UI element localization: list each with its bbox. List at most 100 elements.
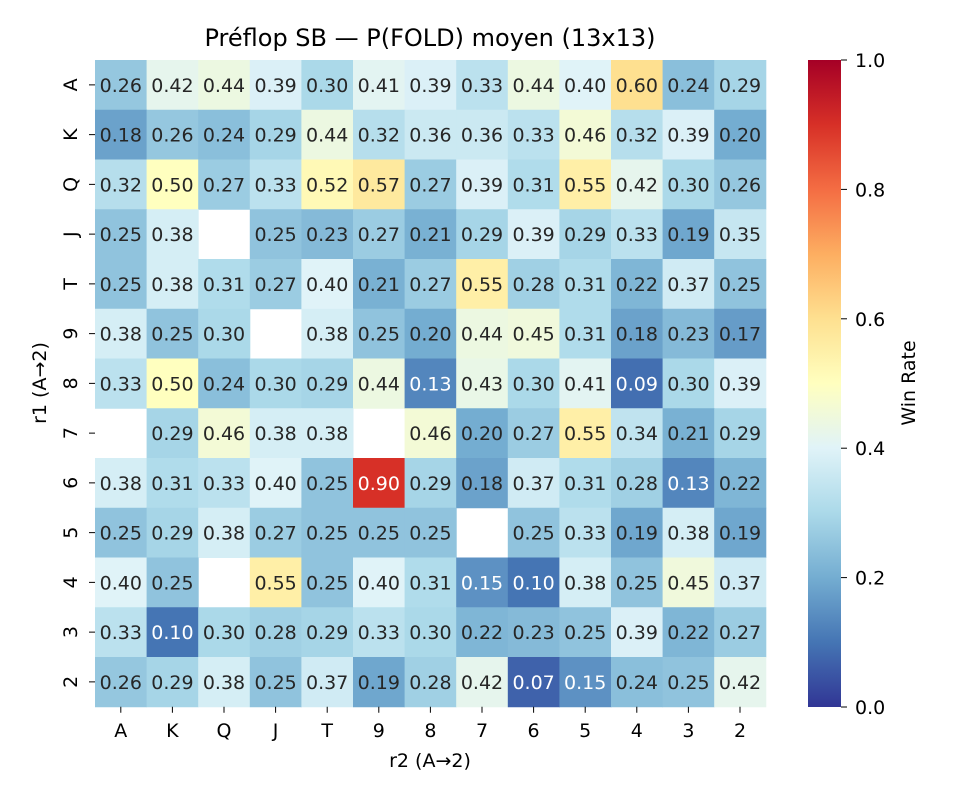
y-tick-label: 9	[60, 328, 82, 340]
heatmap-cell	[301, 408, 354, 459]
heatmap-cell	[456, 259, 509, 310]
cell-value-label: 0.31	[409, 572, 451, 594]
cell-value-label: 0.10	[512, 572, 554, 594]
heatmap-cell	[507, 209, 560, 260]
heatmap-cell	[662, 109, 715, 160]
heatmap-cell	[301, 657, 354, 708]
cell-value-label: 0.19	[616, 523, 658, 545]
cell-value-label: 0.32	[616, 125, 658, 147]
heatmap-cells: 0.26 0.42 0.44 0.39 0.30 0.41 0.39 0.33 0.44 0.40…	[95, 60, 767, 708]
heatmap-cell	[404, 159, 457, 210]
cell-value-label: 0.25	[306, 572, 348, 594]
cell-value-label: 0.32	[100, 174, 142, 196]
cell-value-label: 0.13	[667, 473, 709, 495]
cell-value-label: 0.33	[461, 75, 503, 97]
cell-value-label: 0.18	[616, 324, 658, 346]
heatmap-cell	[507, 308, 560, 359]
cell-value-label: 0.30	[667, 373, 709, 395]
heatmap-cell	[559, 657, 612, 708]
heatmap-cell	[456, 109, 509, 160]
cell-value-label: 0.38	[306, 423, 348, 445]
cell-value-label: 0.19	[358, 672, 400, 694]
heatmap-cell	[249, 557, 302, 608]
heatmap-cell	[198, 308, 251, 359]
heatmap-cell	[353, 458, 406, 509]
cell-value-label: 0.39	[461, 174, 503, 196]
cell-value-label: 0.29	[409, 473, 451, 495]
cell-value-label: 0.28	[512, 274, 554, 296]
cell-value-label: 0.25	[306, 473, 348, 495]
heatmap-cell	[146, 109, 199, 160]
cell-value-label: 0.36	[461, 125, 503, 147]
heatmap-cell	[611, 109, 664, 160]
heatmap-cell	[249, 109, 302, 160]
cell-value-label: 0.38	[203, 523, 245, 545]
cell-value-label: 0.27	[512, 423, 554, 445]
heatmap-cell	[662, 557, 715, 608]
cell-value-label: 0.07	[512, 672, 554, 694]
cell-value-label: 0.25	[358, 523, 400, 545]
cell-value-label: 0.46	[409, 423, 451, 445]
cell-value-label: 0.30	[409, 622, 451, 644]
heatmap-cell	[714, 458, 767, 509]
cell-value-label: 0.21	[667, 423, 709, 445]
cell-value-label: 0.39	[667, 125, 709, 147]
cell-value-label: 0.25	[358, 324, 400, 346]
cell-value-label: 0.29	[719, 423, 761, 445]
heatmap-cell	[249, 259, 302, 310]
heatmap-cell	[146, 557, 199, 608]
cell-value-label: 0.25	[151, 572, 193, 594]
cell-value-label: 0.26	[151, 125, 193, 147]
heatmap-cell	[611, 358, 664, 409]
heatmap-cell	[95, 209, 148, 260]
heatmap-cell	[95, 109, 148, 160]
cell-value-label: 0.30	[203, 622, 245, 644]
y-tick-label: Q	[60, 177, 82, 192]
cell-value-label: 0.27	[409, 274, 451, 296]
cell-value-label: 0.25	[409, 523, 451, 545]
chart-title: Préflop SB — P(FOLD) moyen (13x13)	[204, 24, 655, 52]
y-tick-label: 4	[60, 576, 82, 588]
x-tick-label: T	[320, 720, 333, 742]
y-axis-label: r1 (A→2)	[29, 342, 51, 424]
heatmap-cell	[662, 458, 715, 509]
heatmap-cell	[146, 358, 199, 409]
heatmap-cell	[456, 607, 509, 658]
cell-value-label: 0.25	[100, 224, 142, 246]
heatmap-cell	[146, 657, 199, 708]
heatmap-cell	[198, 358, 251, 409]
y-tick-label: 2	[60, 676, 82, 688]
cell-value-label: 0.29	[306, 373, 348, 395]
heatmap-cell	[301, 259, 354, 310]
heatmap-cell	[353, 159, 406, 210]
x-tick-label: 5	[579, 720, 591, 742]
x-tick-label: K	[166, 720, 179, 742]
heatmap-cell	[611, 657, 664, 708]
cell-value-label: 0.44	[512, 75, 554, 97]
heatmap-cell	[301, 209, 354, 260]
cell-value-label: 0.21	[358, 274, 400, 296]
x-tick-label: 6	[528, 720, 540, 742]
heatmap-cell	[507, 458, 560, 509]
cell-value-label: 0.25	[616, 572, 658, 594]
heatmap-cell	[611, 408, 664, 459]
heatmap-cell	[507, 657, 560, 708]
heatmap-cell	[507, 109, 560, 160]
cell-value-label: 0.26	[719, 174, 761, 196]
heatmap-cell	[456, 458, 509, 509]
cell-value-label: 0.41	[358, 75, 400, 97]
heatmap-cell	[404, 358, 457, 409]
cell-value-label: 0.23	[667, 324, 709, 346]
heatmap-cell	[507, 557, 560, 608]
y-tick-label: 7	[60, 427, 82, 439]
heatmap-cell	[611, 507, 664, 558]
heatmap-cell	[249, 458, 302, 509]
heatmap-cell	[198, 607, 251, 658]
heatmap-cell	[456, 159, 509, 210]
heatmap-cell	[714, 607, 767, 658]
heatmap-cell	[404, 60, 457, 111]
cell-value-label: 0.33	[616, 224, 658, 246]
x-tick-label: Q	[217, 720, 232, 742]
cell-value-label: 0.40	[306, 274, 348, 296]
